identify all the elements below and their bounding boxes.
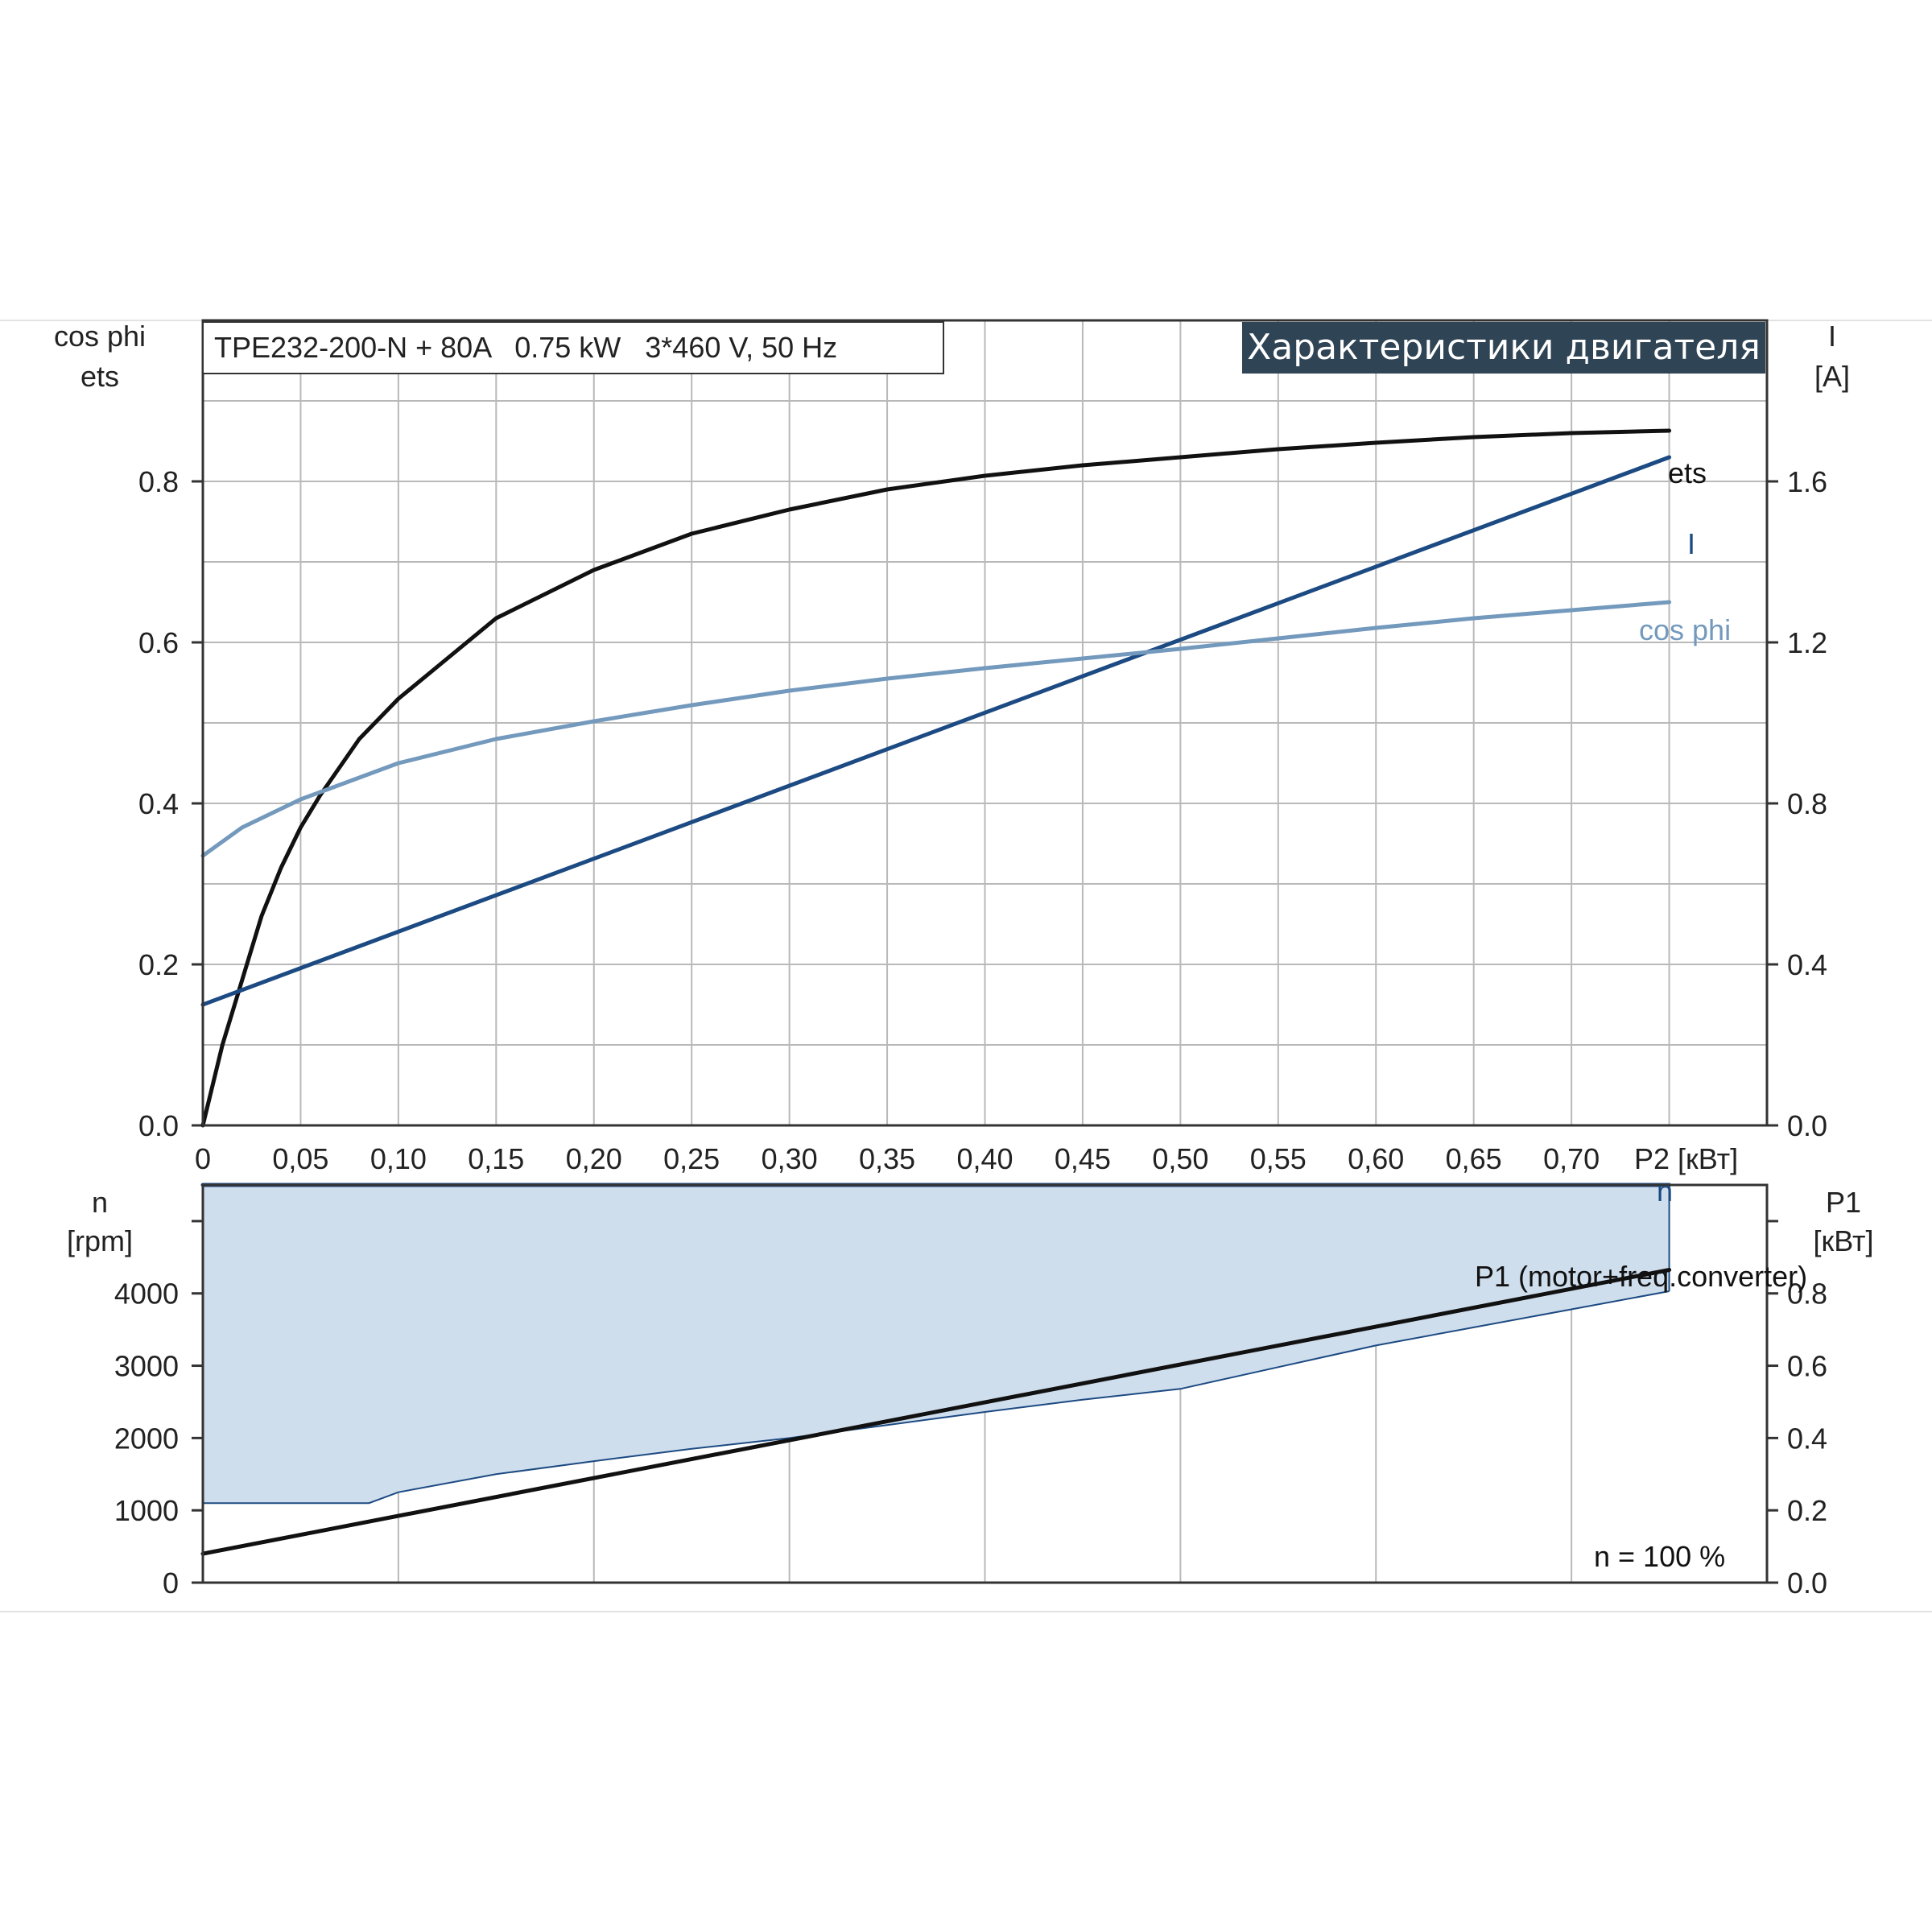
cos-phi-curve [200, 600, 1672, 858]
right-tick-label: 0.8 [1787, 787, 1827, 820]
right-tick-label: 0.0 [1787, 1109, 1827, 1142]
speed-range-band [203, 1185, 1670, 1504]
min-speed-edge [203, 1290, 1670, 1505]
lower-left-axis-label-1: n [92, 1186, 108, 1219]
series-label-p1: P1 (motor+freq.converter) [1475, 1260, 1807, 1293]
x-tick-label: 0,60 [1348, 1142, 1404, 1175]
upper-left-axis-label-2: ets [80, 360, 119, 393]
chart-title-box [202, 321, 944, 374]
left-tick-label: 0.8 [138, 465, 179, 498]
motor-characteristics-badge: Характеристики двигателя [1247, 327, 1761, 368]
x-tick-label: 0,10 [370, 1142, 427, 1175]
upper-left-axis-label-1: cos phi [54, 320, 146, 353]
lower-right-tick-label: 0.8 [1787, 1278, 1827, 1311]
motor-characteristics-badge-bg [1242, 322, 1765, 374]
upper-grid: 0 0,05 0,10 0,15 0,20 0,25 0,30 0,35 0,40 0,45 0,5… [138, 320, 1827, 1175]
left-tick-label: 0.2 [138, 948, 179, 981]
series-label-speed: n [1657, 1174, 1673, 1208]
left-tick-label: 0.4 [138, 787, 179, 820]
lower-right-tick-label: 0.0 [1787, 1567, 1827, 1600]
lower-right-tick-label: 0.6 [1787, 1350, 1827, 1383]
right-tick-label: 1.6 [1787, 465, 1827, 498]
x-tick-label: 0,20 [566, 1142, 622, 1175]
x-axis-label: P2 [кВт] [1634, 1142, 1738, 1175]
x-tick-label: 0,15 [468, 1142, 524, 1175]
right-tick-label: 1.2 [1787, 626, 1827, 659]
x-tick-label: 0,70 [1543, 1142, 1600, 1175]
upper-right-axis-label-1: I [1828, 320, 1836, 353]
lower-left-tick-label: 2000 [114, 1422, 179, 1455]
x-tick-label: 0,30 [762, 1142, 818, 1175]
left-tick-label: 0.0 [138, 1109, 179, 1142]
lower-left-tick-label: 1000 [114, 1494, 179, 1527]
lower-right-axis-label-2: [кВт] [1813, 1224, 1873, 1257]
lower-right-tick-label: 0.2 [1787, 1494, 1827, 1527]
speed-annotation: n = 100 % [1594, 1540, 1725, 1573]
lower-left-tick-label: 3000 [114, 1350, 179, 1383]
lower-plot-frame [201, 1183, 1769, 1584]
x-tick-label: 0,45 [1055, 1142, 1111, 1175]
x-tick-label: 0,55 [1250, 1142, 1307, 1175]
chart-title: TPE232-200-N + 80A 0.75 kW 3*460 V, 50 H… [214, 331, 837, 364]
left-tick-label: 0.6 [138, 626, 179, 659]
ets-curve [200, 428, 1672, 1128]
lower-right-tick-label: 0.4 [1787, 1422, 1827, 1455]
x-tick-label: 0,25 [663, 1142, 720, 1175]
x-tick-label: 0,05 [272, 1142, 328, 1175]
lower-series-layer [200, 1183, 1672, 1556]
x-tick-label: 0,50 [1152, 1142, 1208, 1175]
upper-plot-frame [201, 319, 1769, 1127]
upper-right-axis-label-2: [A] [1814, 360, 1850, 393]
series-label-cos-phi: cos phi [1639, 613, 1731, 646]
x-tick-label: 0,35 [859, 1142, 915, 1175]
x-tick-label: 0 [195, 1142, 211, 1175]
lower-right-axis-label-1: P1 [1826, 1186, 1861, 1219]
lower-left-tick-label: 0 [163, 1567, 179, 1600]
current-line [200, 455, 1672, 1007]
x-tick-label: 0,40 [956, 1142, 1013, 1175]
lower-left-tick-label: 4000 [114, 1278, 179, 1311]
lower-left-axis-label-2: [rpm] [67, 1224, 133, 1257]
x-tick-label: 0,65 [1446, 1142, 1502, 1175]
series-label-current: I [1687, 527, 1695, 560]
upper-series-layer [200, 428, 1672, 1128]
series-label-ets: ets [1668, 456, 1707, 489]
right-tick-label: 0.4 [1787, 948, 1827, 981]
p1-line [200, 1268, 1672, 1556]
